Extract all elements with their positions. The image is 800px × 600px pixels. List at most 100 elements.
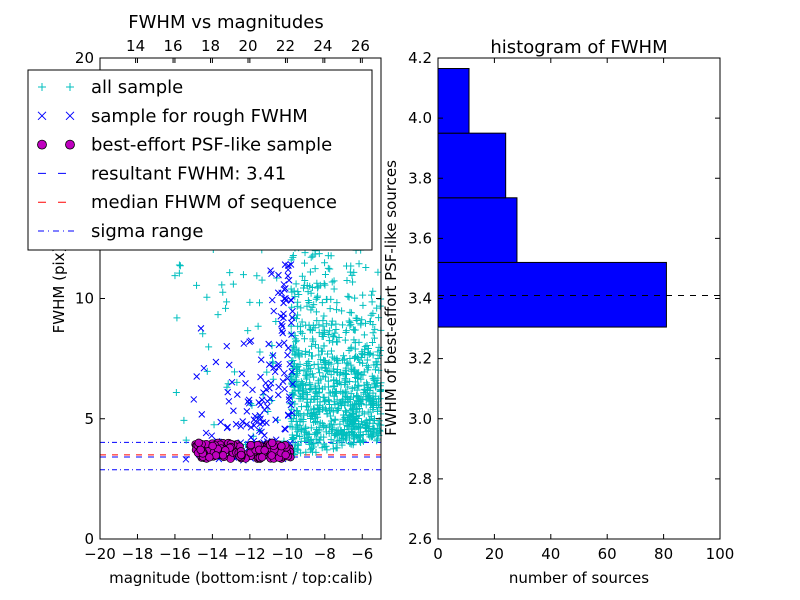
all-sample-point — [304, 297, 312, 305]
rough-sample-point — [287, 296, 295, 304]
all-sample-point — [365, 416, 373, 424]
all-sample-point — [359, 396, 367, 404]
rough-sample-point — [190, 396, 198, 403]
all-sample-point — [231, 368, 239, 376]
all-sample-point — [292, 280, 300, 288]
all-sample-point — [348, 424, 356, 432]
y-tick-label: 3.8 — [408, 169, 432, 187]
all-sample-point — [307, 365, 315, 373]
all-sample-point — [329, 440, 337, 448]
all-sample-point — [343, 276, 351, 284]
rough-sample-point — [288, 409, 296, 417]
all-sample-point — [320, 280, 328, 288]
rough-sample-point — [288, 368, 296, 376]
all-sample-point — [373, 304, 381, 312]
all-sample-point — [372, 383, 380, 391]
all-sample-point — [307, 253, 315, 261]
all-sample-point — [361, 346, 369, 354]
all-sample-point — [358, 418, 366, 426]
all-sample-point — [301, 259, 309, 267]
all-sample-point — [294, 440, 302, 448]
all-sample-point — [320, 342, 328, 350]
rough-sample-point — [289, 380, 296, 388]
all-sample-point — [291, 350, 299, 358]
all-sample-point — [341, 375, 349, 383]
all-sample-point — [308, 352, 316, 360]
all-sample-point — [338, 439, 346, 447]
rough-sample-point — [243, 421, 251, 428]
all-sample-point — [180, 416, 188, 424]
all-sample-point — [327, 347, 335, 355]
all-sample-point — [322, 295, 330, 303]
rough-sample-point — [263, 403, 271, 410]
all-sample-point — [342, 417, 350, 425]
all-sample-point — [330, 398, 338, 406]
all-sample-point — [366, 415, 374, 423]
legend: all sample sample for rough FWHM best-effo… — [27, 69, 373, 251]
rough-sample-point — [228, 378, 236, 386]
all-sample-point — [303, 302, 311, 310]
legend-label: best-effort PSF-like sample — [91, 135, 332, 156]
all-sample-point — [354, 381, 362, 389]
all-sample-point — [312, 384, 320, 392]
all-sample-point — [357, 375, 365, 383]
all-sample-point — [355, 411, 363, 419]
psf-sample-point — [218, 451, 228, 460]
all-sample-point — [360, 331, 368, 339]
all-sample-point — [303, 398, 311, 406]
rough-sample-point — [265, 361, 273, 369]
rough-sample-point — [193, 373, 201, 380]
all-sample-point — [373, 361, 381, 369]
all-sample-point — [344, 292, 352, 300]
all-sample-point — [362, 390, 370, 398]
all-sample-point — [319, 330, 327, 338]
all-sample-point — [339, 389, 347, 397]
all-sample-point — [374, 268, 382, 276]
rough-sample-point — [225, 361, 233, 369]
all-sample-point — [347, 361, 355, 369]
right-x-ticks: 0 20 40 60 80 100 — [433, 58, 734, 563]
rough-sample-point — [277, 313, 285, 320]
all-sample-point — [172, 388, 180, 396]
all-sample-point — [373, 435, 381, 443]
all-sample-point — [343, 359, 351, 367]
all-sample-point — [356, 438, 364, 446]
rough-sample-point — [247, 337, 255, 345]
all-sample-point — [348, 405, 356, 413]
rough-sample-point — [225, 397, 233, 405]
all-sample-point — [310, 361, 318, 369]
all-sample-point — [364, 345, 372, 353]
rough-sample-point — [263, 419, 270, 427]
all-sample-point — [308, 411, 316, 419]
all-sample-point — [373, 425, 381, 433]
rough-sample-point — [262, 379, 270, 387]
rough-sample-point — [249, 386, 256, 394]
legend-entry: all sample — [38, 77, 183, 98]
all-sample-point — [328, 278, 336, 286]
all-sample-point — [254, 322, 262, 330]
all-sample-point — [359, 359, 367, 367]
all-sample-point — [367, 311, 375, 319]
all-sample-point — [343, 408, 351, 416]
all-sample-point — [347, 390, 355, 398]
all-sample-point — [292, 378, 300, 386]
all-sample-point — [355, 404, 363, 412]
all-sample-point — [342, 432, 350, 440]
all-sample-point — [351, 415, 359, 423]
rough-sample-point — [284, 272, 292, 280]
all-sample-point — [302, 361, 310, 369]
all-sample-point — [289, 433, 297, 441]
all-sample-point — [298, 329, 306, 337]
x-tick-label: 100 — [706, 545, 735, 563]
all-sample-point — [219, 288, 227, 296]
all-sample-point — [287, 285, 295, 293]
all-sample-point — [349, 278, 357, 286]
rough-sample-point — [275, 360, 282, 368]
legend-entry: sigma range — [38, 221, 203, 242]
all-sample-point — [287, 322, 295, 330]
rough-sample-point — [284, 412, 292, 419]
all-sample-point — [317, 356, 325, 364]
all-sample-point — [374, 420, 382, 428]
all-sample-point — [296, 410, 304, 418]
